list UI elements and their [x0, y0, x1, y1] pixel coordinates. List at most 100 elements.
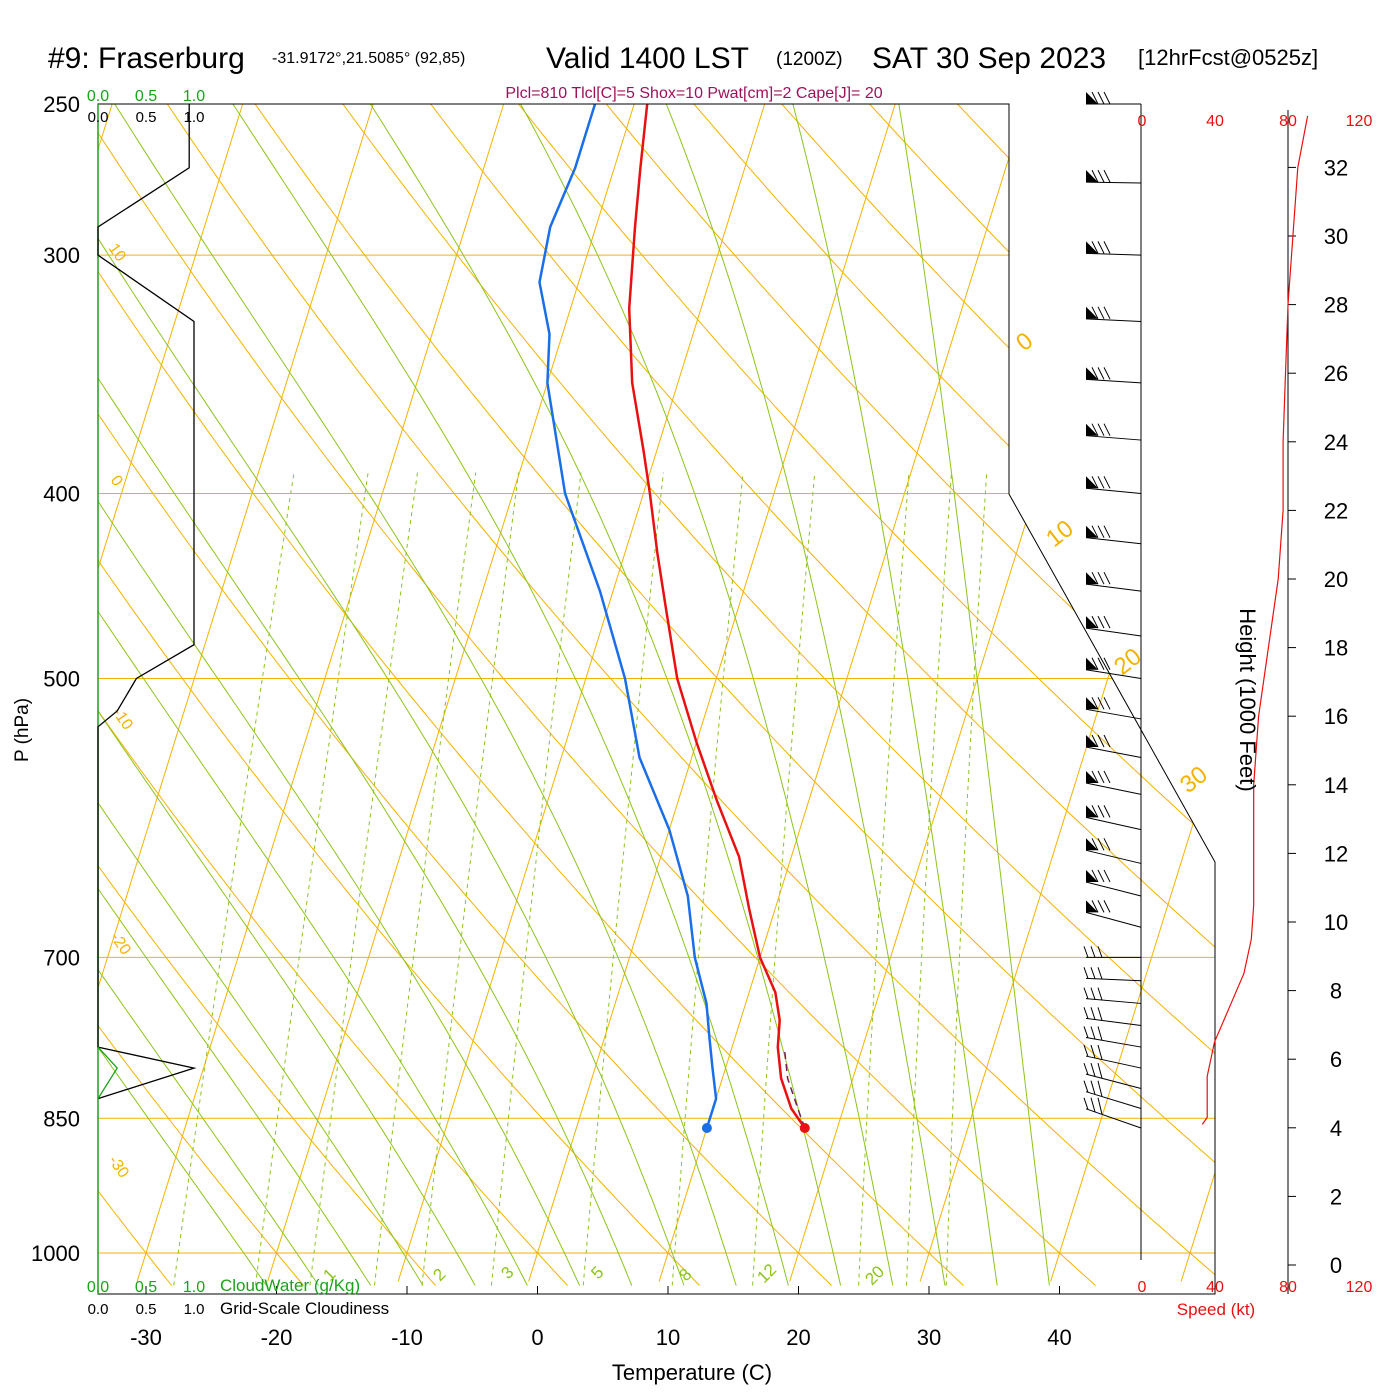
wind-barb-feather	[1097, 1007, 1103, 1021]
wind-barb-flag	[1086, 525, 1098, 538]
wind-barb-feather	[1097, 1080, 1103, 1097]
isotherm-line	[919, 104, 1215, 1282]
cloudiness-line	[97, 104, 197, 1100]
wind-barb-feather	[1097, 306, 1105, 320]
wind-barb-feather	[1103, 169, 1111, 183]
wind-barb-feather	[1097, 476, 1105, 489]
wind-barb-feather	[1090, 1080, 1096, 1095]
wind-barb-feather	[1083, 946, 1089, 958]
wind-barb-feather	[1097, 734, 1105, 748]
dry-adiabat-line	[925, 104, 1215, 1286]
height-tick-label: 16	[1324, 704, 1348, 729]
wind-barb-feather	[1083, 1026, 1089, 1038]
station-coords: -31.9172°,21.5085° (92,85)	[272, 50, 465, 67]
wind-barb-feather	[1091, 615, 1099, 629]
isotherm-line	[658, 104, 1032, 1282]
mixing-ratio-line	[173, 472, 295, 1286]
wind-barb-flag	[1086, 697, 1098, 710]
wind-barb-feather	[1097, 241, 1105, 254]
cloudwater-bottom-tick: 1.0	[183, 1279, 205, 1296]
x-tick-label: 30	[917, 1325, 941, 1350]
wind-barb-feather	[1091, 525, 1099, 538]
plot-border	[97, 103, 1216, 1295]
cloudwater-bottom-tick: 0.5	[135, 1279, 157, 1296]
wind-barb	[1085, 881, 1142, 897]
wind-barb	[1085, 911, 1142, 928]
wind-barb	[1085, 181, 1142, 184]
height-tick-label: 4	[1330, 1116, 1342, 1141]
speed-top-tick: 0	[1138, 113, 1147, 130]
moist-adiabat-line	[501, 104, 894, 1286]
surface-dewpoint-point	[701, 1122, 712, 1133]
chart-frame	[97, 103, 1216, 1295]
dry-adiabat-line	[98, 104, 1096, 1286]
dry-adiabat-line	[491, 104, 1215, 1286]
x-tick-label: -10	[391, 1325, 423, 1350]
moist-adiabat-line	[98, 104, 737, 1286]
wind-barb-feather	[1103, 900, 1111, 913]
cloudiness-top-tick: 0.0	[88, 109, 109, 126]
speed-bottom-tick: 40	[1206, 1279, 1224, 1296]
wind-barb-feather	[1097, 967, 1103, 980]
moist-adiabat-line	[98, 104, 372, 1286]
wind-barb-feather	[1090, 1097, 1096, 1113]
dry-adiabat-label: -10	[109, 705, 136, 734]
height-tick-label: 24	[1324, 430, 1348, 455]
wind-barb-feather	[1103, 734, 1111, 748]
wind-barb-feather	[1103, 869, 1111, 883]
y-tick-label: 700	[43, 945, 80, 970]
height-tick-label: 12	[1324, 841, 1348, 866]
wind-barb-flag	[1086, 367, 1098, 380]
wind-barb	[1085, 1055, 1142, 1069]
y-tick-label: 850	[43, 1106, 80, 1131]
wind-barb-feather	[1097, 525, 1105, 538]
wind-barb	[1085, 1091, 1142, 1109]
x-tick-label: 0	[531, 1325, 543, 1350]
y-axis-title: P (hPa)	[12, 698, 33, 762]
speed-top-tick: 120	[1346, 113, 1373, 130]
isotherm-label: 0	[1011, 327, 1038, 357]
wind-barb-feather	[1103, 241, 1111, 254]
wind-barb-feather	[1103, 838, 1111, 851]
wind-barb-flag	[1086, 306, 1098, 319]
cloudwater-top-tick: 1.0	[183, 88, 205, 105]
wind-barb-feather	[1103, 657, 1111, 670]
moist-adiabat-line	[98, 104, 424, 1286]
wind-barb-flag	[1086, 870, 1098, 882]
mixing-ratio-label: 12	[753, 1260, 780, 1287]
wind-barb	[1085, 1108, 1142, 1129]
wind-barb-flag	[1086, 476, 1098, 489]
mixing-ratio-line	[254, 472, 369, 1286]
valid-date: SAT 30 Sep 2023	[872, 42, 1106, 75]
moist-adiabat-line	[98, 104, 476, 1286]
mixing-ratio-line	[752, 472, 816, 1286]
wind-barb-feather	[1090, 987, 1096, 1000]
wind-barb-feather	[1091, 657, 1099, 670]
wind-barb-feather	[1097, 1097, 1103, 1115]
wind-barb-flag	[1086, 616, 1098, 629]
height-tick-label: 18	[1324, 636, 1348, 661]
mixing-ratio-label: 5	[587, 1263, 607, 1283]
isotherm-line	[98, 104, 249, 1282]
height-tick-label: 14	[1324, 773, 1348, 798]
wind-barb-feather	[1083, 967, 1089, 979]
valid-time: Valid 1400 LST	[546, 42, 749, 75]
wind-barb-feather	[1091, 770, 1099, 784]
height-tick-label: 28	[1324, 293, 1348, 318]
speed-panel: 0246810121416182022242628303200404080801…	[1138, 110, 1373, 1296]
height-tick-label: 32	[1324, 155, 1348, 180]
y-tick-label: 400	[43, 482, 80, 507]
cloudiness-bottom-tick: 0.5	[136, 1301, 157, 1318]
wind-speed-line	[1201, 115, 1309, 1125]
dry-adiabat-line	[318, 104, 1215, 1286]
x-axis-title: Temperature (C)	[612, 1360, 772, 1385]
mixing-ratio-line	[490, 472, 582, 1286]
moist-adiabat-line	[98, 104, 528, 1286]
wind-barb-flag	[1086, 771, 1098, 783]
wind-barb-feather	[1090, 1026, 1096, 1040]
cloud-panel: 0.0 0.5 1.0 0.0 0.5 1.0 0.0 0.5 1.0 0.0 0.5 1.0	[87, 88, 205, 1318]
wind-barb-feather	[1091, 900, 1099, 913]
wind-barb-feather	[1103, 306, 1111, 320]
wind-barb-feather	[1091, 476, 1099, 489]
